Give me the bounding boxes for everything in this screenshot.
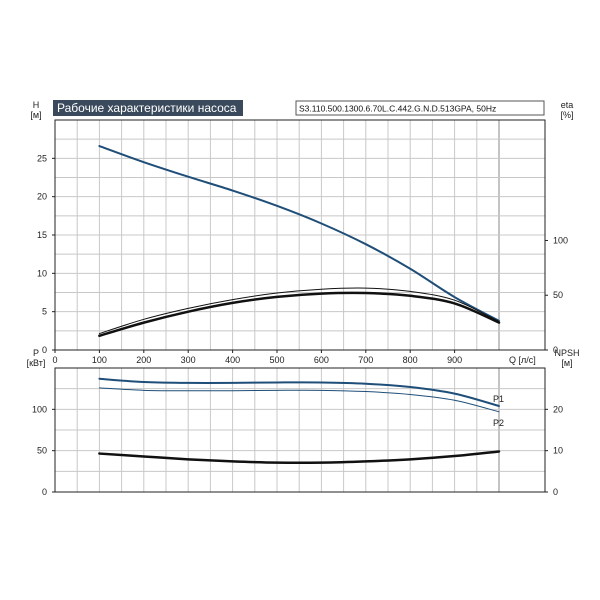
x-tick-label: 900 — [447, 355, 462, 365]
top-panel: 0 5 10 15 20 25 0 50 100 0 100 200 300 400 500 600 700 80… — [30, 100, 573, 365]
chart-title: Рабочие характеристики насоса — [57, 101, 237, 115]
y-tick-label-left: 15 — [37, 230, 47, 240]
x-tick-label: 0 — [52, 355, 57, 365]
x-tick-label: 400 — [225, 355, 240, 365]
y-axis-unit-right: [%] — [560, 110, 573, 120]
title-background — [53, 100, 243, 116]
bottom-panel: 0 50 100 0 10 20 P[кВт] NPSH[м] P1 P2 — [27, 348, 580, 497]
series-line-npsh — [98, 450, 501, 465]
x-tick-label: 200 — [136, 355, 151, 365]
series-line-p2 — [98, 387, 500, 413]
series-line-eta-2 — [98, 287, 500, 335]
series-line-eta-1 — [98, 291, 501, 338]
y-axis-label-left: P — [33, 348, 39, 358]
y-tick-label-left: 100 — [32, 404, 47, 414]
model-box: S3.110.500.1300.6.70L.C.442.G.N.D.513GPA… — [295, 100, 545, 116]
y-axis-label-right: NPSH — [554, 348, 579, 358]
y-axis-label-left: H — [33, 100, 40, 110]
y-tick-label-left: 10 — [37, 268, 47, 278]
series-line-p1 — [98, 377, 500, 408]
y-axis-unit-left: [кВт] — [27, 358, 46, 368]
y-axis-unit-left: [м] — [30, 110, 41, 120]
y-tick-label-right: 50 — [553, 290, 563, 300]
x-tick-label: 500 — [269, 355, 284, 365]
series-label-p2: P2 — [493, 418, 504, 428]
x-tick-label: 700 — [358, 355, 373, 365]
x-tick-label: 100 — [92, 355, 107, 365]
y-tick-label-right: 100 — [553, 235, 568, 245]
x-tick-label: 300 — [181, 355, 196, 365]
x-tick-label: 600 — [314, 355, 329, 365]
y-tick-label-right: 0 — [553, 487, 558, 497]
y-axis-unit-right: [м] — [561, 358, 572, 368]
y-tick-label-left: 50 — [37, 446, 47, 456]
y-tick-label-left: 0 — [42, 345, 47, 355]
y-tick-label-left: 5 — [42, 307, 47, 317]
y-axis-label-right: eta — [561, 100, 574, 110]
y-tick-label-right: 20 — [553, 404, 563, 414]
chart-title-box: Рабочие характеристики насоса — [53, 100, 243, 116]
model-background — [295, 100, 545, 116]
y-tick-label-right: 10 — [553, 446, 563, 456]
plot-frame — [54, 367, 546, 493]
y-tick-label-left: 0 — [42, 487, 47, 497]
x-tick-label: 800 — [403, 355, 418, 365]
y-tick-label-left: 20 — [37, 192, 47, 202]
x-axis-label: Q [л/с] — [509, 355, 536, 365]
y-tick-label-left: 25 — [37, 153, 47, 163]
y-tick-label-right: 0 — [553, 345, 558, 355]
model-label: S3.110.500.1300.6.70L.C.442.G.N.D.513GPA… — [299, 104, 496, 114]
series-line-h — [98, 145, 500, 322]
series-label-p1: P1 — [493, 394, 504, 404]
